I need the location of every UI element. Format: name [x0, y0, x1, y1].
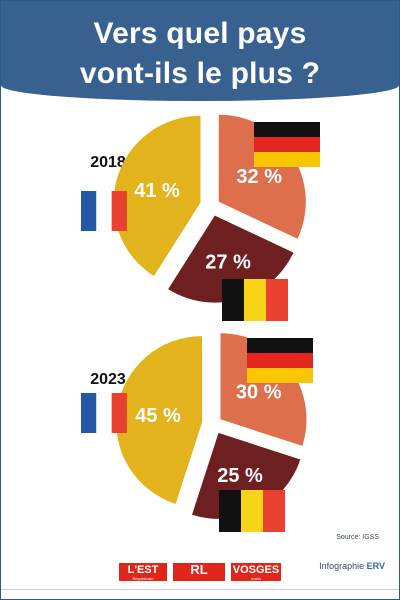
- flag-germany-icon: [254, 122, 320, 167]
- vosges-matin-logo: VOSGES matin: [231, 563, 281, 581]
- credit-prefix: Infographie: [319, 561, 365, 571]
- title-line-1: Vers quel pays: [93, 17, 307, 50]
- republicain-lorrain-logo: RL: [173, 563, 225, 581]
- flag-france-icon: [81, 191, 127, 231]
- flag-belgium-icon: [222, 279, 288, 321]
- pie-chart-2018: 2018 41 % 32 % 27 %: [81, 114, 320, 321]
- flag-germany-icon: [247, 338, 313, 383]
- year-label: 2018: [90, 154, 126, 171]
- pie-slice-allemagne: [220, 333, 307, 446]
- flag-belgium-icon: [219, 490, 285, 532]
- slice-value-label: 41 %: [134, 180, 180, 202]
- credit-brand: ERV: [366, 561, 385, 571]
- bottom-divider: [1, 589, 399, 590]
- year-label: 2023: [90, 371, 126, 388]
- lest-republicain-logo: L'EST Républicain: [119, 563, 167, 581]
- pie-charts: 2018 41 % 32 % 27 % 2023 45 % 30 % 25 %: [81, 114, 320, 532]
- infographic-credit: Infographie ERV: [319, 561, 385, 571]
- slice-value-label: 45 %: [135, 405, 181, 427]
- title-banner: Vers quel pays vont-ils le plus ?: [1, 1, 399, 101]
- slice-value-label: 27 %: [205, 252, 251, 274]
- flag-france-icon: [81, 393, 127, 433]
- title-line-2: vont-ils le plus ?: [79, 57, 321, 90]
- slice-value-label: 32 %: [236, 166, 282, 188]
- slice-value-label: 25 %: [217, 465, 263, 487]
- slice-value-label: 30 %: [236, 382, 282, 404]
- pie-slice-france: [113, 115, 201, 277]
- source-note: Source: IGSS: [336, 534, 379, 541]
- pie-slice-france: [116, 336, 203, 504]
- pie-chart-2023: 2023 45 % 30 % 25 %: [81, 333, 313, 532]
